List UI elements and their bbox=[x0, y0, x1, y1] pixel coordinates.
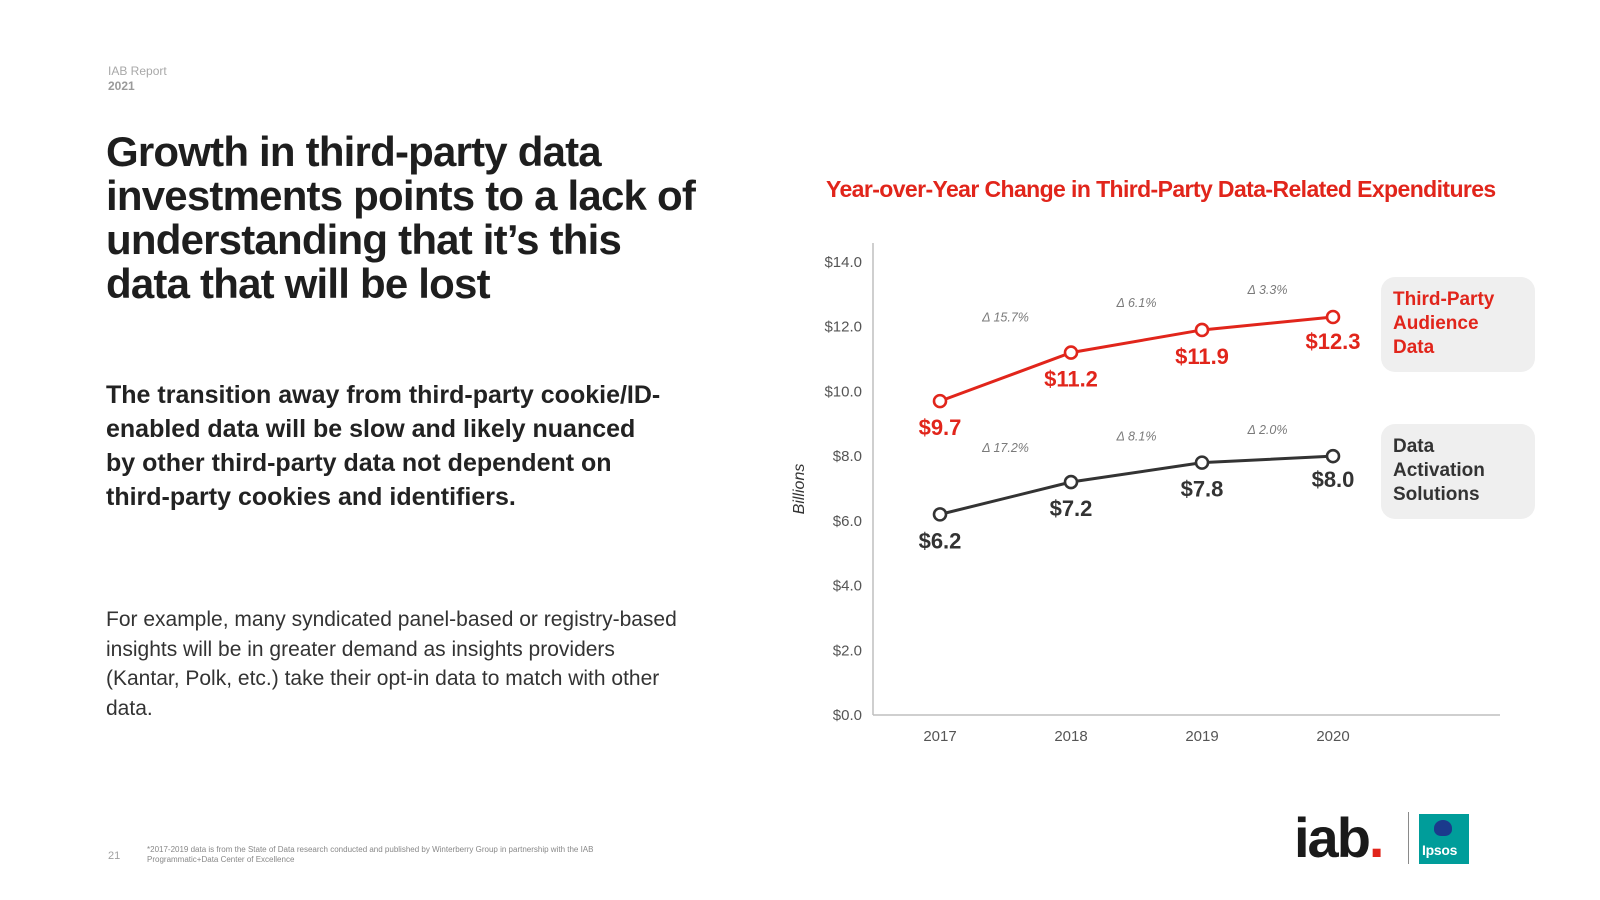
y-tick-label: $2.0 bbox=[833, 642, 862, 659]
legend-data-activation-solutions: Data Activation Solutions bbox=[1381, 424, 1535, 519]
change-annotation: Δ 8.1% bbox=[1116, 430, 1157, 444]
data-label: $8.0 bbox=[1312, 467, 1355, 492]
iab-logo: iab. bbox=[1294, 810, 1384, 866]
data-label: $12.3 bbox=[1305, 329, 1360, 354]
x-tick-label: 2017 bbox=[923, 728, 956, 745]
data-point bbox=[1063, 474, 1079, 490]
body-text: For example, many syndicated panel-based… bbox=[106, 608, 677, 720]
data-point bbox=[1063, 345, 1079, 360]
data-point bbox=[932, 393, 948, 409]
data-label: $7.8 bbox=[1181, 477, 1224, 502]
data-point bbox=[1325, 448, 1341, 464]
data-label: $7.2 bbox=[1050, 496, 1093, 521]
series-line bbox=[939, 315, 1334, 403]
x-tick-label: 2018 bbox=[1054, 728, 1087, 745]
report-year: 2021 bbox=[108, 79, 135, 93]
ipsos-bubble-icon bbox=[1434, 820, 1452, 836]
y-tick-label: $4.0 bbox=[833, 578, 862, 595]
data-point bbox=[1194, 455, 1210, 470]
iab-logo-dot: . bbox=[1368, 806, 1385, 869]
chart-title: Year-over-Year Change in Third-Party Dat… bbox=[826, 176, 1496, 202]
y-tick-label: $12.0 bbox=[824, 319, 862, 336]
data-point bbox=[1325, 309, 1341, 325]
page-title: Growth in third-party data investments p… bbox=[106, 128, 696, 307]
data-point bbox=[932, 507, 948, 522]
change-annotation: Δ 6.1% bbox=[1116, 296, 1157, 310]
subhead: The transition away from third-party coo… bbox=[106, 381, 661, 511]
logo-divider bbox=[1408, 812, 1409, 864]
y-axis-title: Billions bbox=[791, 464, 808, 515]
ipsos-logo: Ipsos bbox=[1419, 814, 1469, 864]
y-tick-label: $10.0 bbox=[824, 383, 862, 400]
partner-logos: iab. Ipsos bbox=[1294, 810, 1484, 866]
series-line bbox=[939, 454, 1334, 516]
change-annotation: Δ 15.7% bbox=[981, 311, 1029, 325]
data-label: $11.2 bbox=[1044, 367, 1098, 392]
change-annotation: Δ 17.2% bbox=[981, 441, 1029, 455]
iab-logo-text: iab bbox=[1294, 806, 1371, 869]
data-label: $11.9 bbox=[1175, 344, 1229, 369]
data-label: $9.7 bbox=[919, 415, 962, 440]
y-tick-label: $0.0 bbox=[833, 707, 862, 724]
y-tick-label: $8.0 bbox=[833, 448, 862, 465]
legend-third-party-audience-data: Third-Party Audience Data bbox=[1381, 277, 1535, 372]
x-tick-label: 2019 bbox=[1185, 728, 1218, 745]
x-tick-label: 2020 bbox=[1316, 728, 1349, 745]
y-tick-label: $6.0 bbox=[833, 513, 862, 530]
report-name: IAB Report bbox=[108, 64, 167, 78]
legend-label: Third-Party Audience Data bbox=[1393, 289, 1495, 358]
page-number: 21 bbox=[108, 850, 121, 862]
change-annotation: Δ 2.0% bbox=[1247, 423, 1288, 437]
ipsos-logo-text: Ipsos bbox=[1422, 842, 1458, 858]
data-point bbox=[1194, 322, 1210, 338]
data-label: $6.2 bbox=[919, 528, 962, 553]
report-label: IAB Report 2021 bbox=[108, 64, 167, 94]
legend-label: Data Activation Solutions bbox=[1393, 436, 1485, 505]
footnote: *2017-2019 data is from the State of Dat… bbox=[147, 845, 594, 864]
change-annotation: Δ 3.3% bbox=[1247, 283, 1288, 297]
y-tick-label: $14.0 bbox=[824, 254, 862, 271]
